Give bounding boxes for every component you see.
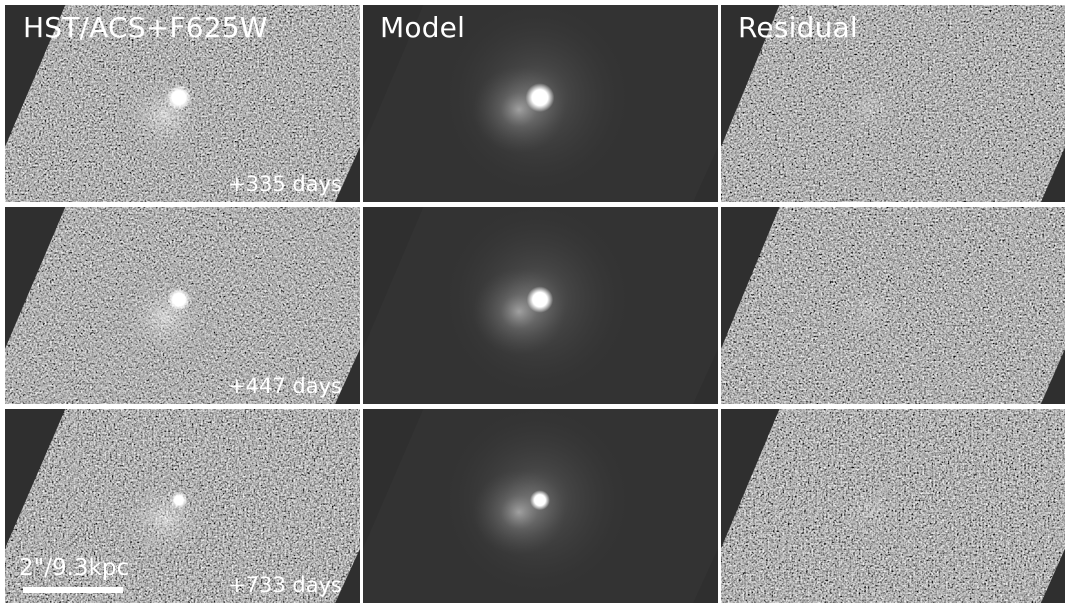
data-image-row-2 — [5, 207, 360, 404]
epoch-label-row-1: +335 days — [228, 172, 342, 196]
model-host-glow — [472, 469, 566, 555]
residual-image-row-1 — [721, 5, 1065, 202]
epoch-label-row-2: +447 days — [228, 374, 342, 398]
scalebar-label: 2"/9.3kpc — [19, 555, 130, 581]
model-image-row-3 — [363, 409, 718, 603]
model-image-row-1 — [363, 5, 718, 202]
host-galaxy-glow — [108, 60, 222, 171]
model-host-glow — [472, 66, 566, 153]
residual-image-row-3 — [721, 409, 1065, 603]
panel-model-row-1: Model — [363, 5, 718, 202]
model-point-source — [525, 83, 555, 112]
transient-point-source — [170, 491, 188, 509]
transient-point-source — [167, 287, 191, 312]
epoch-label-row-3: +733 days — [228, 573, 342, 597]
residual-structure — [828, 471, 911, 549]
residual-structure — [828, 68, 911, 147]
data-image-row-3 — [5, 409, 360, 603]
column-title-residual: Residual — [738, 11, 858, 44]
panel-model-row-2 — [363, 207, 718, 404]
data-image-row-1 — [5, 5, 360, 202]
host-galaxy-glow — [108, 262, 222, 373]
residual-structure — [828, 270, 911, 349]
panel-residual-row-3 — [721, 409, 1065, 603]
panel-residual-row-1: Residual — [721, 5, 1065, 202]
model-host-glow — [472, 268, 566, 355]
panel-data-row-3: 2"/9.3kpc +733 days — [5, 409, 360, 603]
host-galaxy-glow — [108, 463, 222, 573]
scalebar-line — [23, 587, 123, 593]
model-point-source — [526, 286, 554, 313]
panel-data-row-1: HST/ACS+F625W +335 days — [5, 5, 360, 202]
panel-residual-row-2 — [721, 207, 1065, 404]
transient-point-source — [166, 84, 192, 111]
panel-grid: HST/ACS+F625W +335 days Model Residual +… — [5, 5, 1065, 605]
model-point-source — [529, 490, 550, 511]
panel-model-row-3 — [363, 409, 718, 603]
residual-image-row-2 — [721, 207, 1065, 404]
panel-data-row-2: +447 days — [5, 207, 360, 404]
column-title-data: HST/ACS+F625W — [23, 11, 268, 44]
model-image-row-2 — [363, 207, 718, 404]
column-title-model: Model — [380, 11, 466, 44]
